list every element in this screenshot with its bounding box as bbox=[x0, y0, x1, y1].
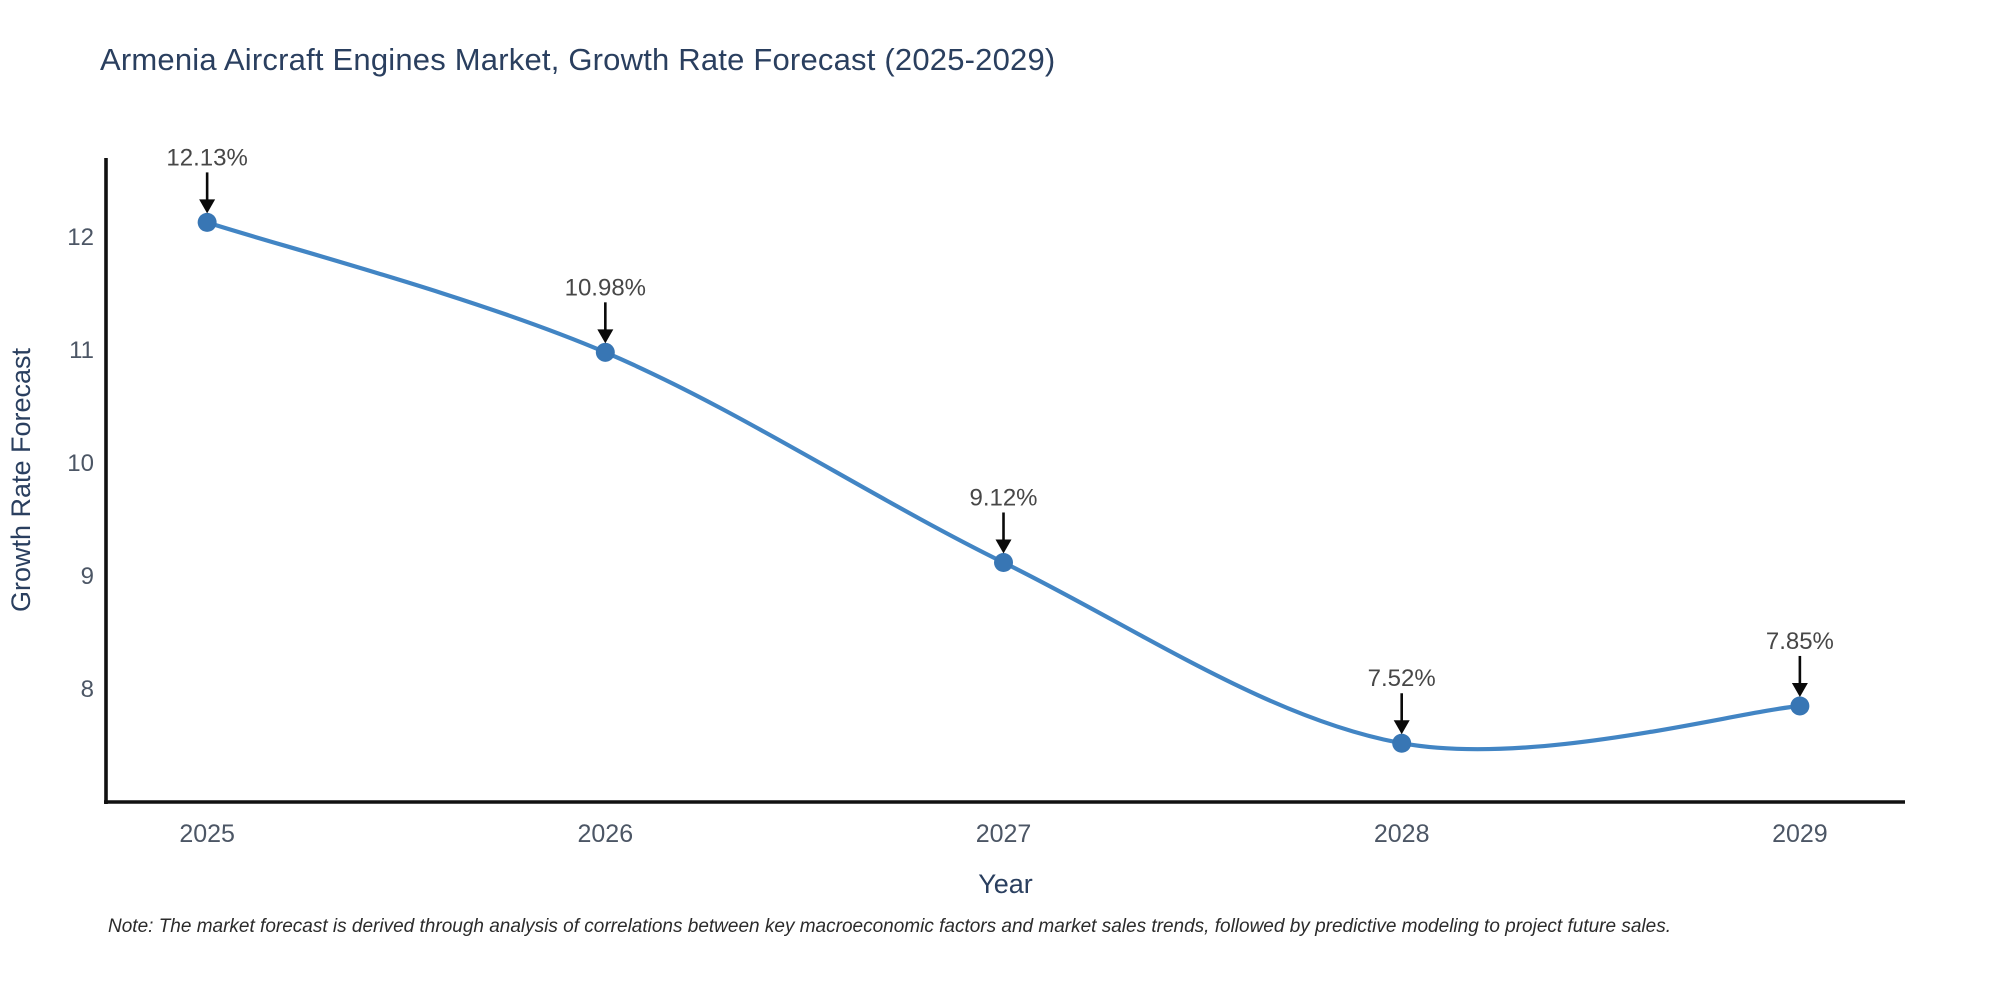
x-tick-label: 2028 bbox=[1374, 820, 1430, 848]
y-tick-label: 12 bbox=[67, 224, 94, 251]
data-point-2027[interactable] bbox=[994, 552, 1014, 572]
annotation-arrowhead bbox=[1791, 682, 1808, 697]
x-axis-title: Year bbox=[978, 869, 1033, 899]
annotation-label: 12.13% bbox=[166, 144, 247, 171]
data-point-2028[interactable] bbox=[1392, 733, 1412, 753]
x-tick-label: 2025 bbox=[179, 820, 235, 848]
x-tick-label: 2027 bbox=[976, 820, 1032, 848]
y-tick-label: 9 bbox=[81, 563, 94, 590]
data-point-2025[interactable] bbox=[197, 212, 217, 232]
annotation-label: 9.12% bbox=[969, 484, 1037, 511]
x-tick-label: 2029 bbox=[1772, 820, 1828, 848]
data-point-2026[interactable] bbox=[595, 342, 615, 362]
chart-footnote: Note: The market forecast is derived thr… bbox=[108, 916, 1671, 937]
chart-title: Armenia Aircraft Engines Market, Growth … bbox=[100, 42, 1056, 77]
annotation-arrowhead bbox=[597, 329, 614, 344]
y-axis-title: Growth Rate Forecast bbox=[6, 347, 36, 612]
x-tick-label: 2026 bbox=[578, 820, 634, 848]
y-tick-label: 10 bbox=[67, 450, 94, 477]
annotation-label: 7.85% bbox=[1766, 628, 1834, 655]
annotation-label: 7.52% bbox=[1368, 665, 1436, 692]
y-tick-label: 8 bbox=[81, 676, 94, 703]
annotation-arrowhead bbox=[1393, 720, 1410, 735]
annotation-arrowhead bbox=[199, 199, 216, 214]
annotation-arrowhead bbox=[995, 539, 1012, 554]
data-point-2029[interactable] bbox=[1790, 696, 1810, 716]
y-tick-label: 11 bbox=[69, 337, 94, 364]
annotation-label: 10.98% bbox=[565, 274, 646, 301]
